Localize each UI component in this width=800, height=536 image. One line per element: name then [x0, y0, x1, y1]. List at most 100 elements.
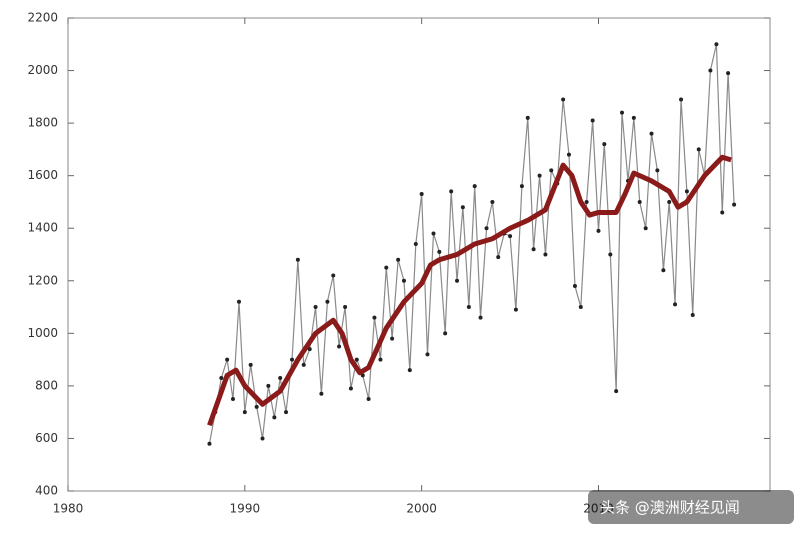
data-point [413, 241, 418, 246]
data-point [437, 249, 442, 254]
data-point [643, 226, 648, 231]
data-point [290, 357, 295, 362]
data-point [260, 436, 265, 441]
data-point [378, 357, 383, 362]
data-point [637, 199, 642, 204]
data-point [572, 284, 577, 289]
data-point [614, 389, 619, 394]
plot-frame [67, 17, 771, 492]
data-point [396, 257, 401, 262]
y-tick-label: 600 [35, 431, 58, 445]
data-point [508, 234, 513, 239]
data-point [242, 410, 247, 415]
data-point [207, 441, 212, 446]
data-point [425, 352, 430, 357]
data-point [343, 305, 348, 310]
data-point [543, 252, 548, 257]
data-point [284, 410, 289, 415]
data-point [254, 404, 259, 409]
data-point [325, 299, 330, 304]
y-tick-label: 1400 [27, 221, 58, 235]
watermark: 头条 @澳洲财经见闻 [600, 499, 740, 517]
data-point [661, 268, 666, 273]
data-point [348, 386, 353, 391]
data-point [313, 305, 318, 310]
data-point [714, 42, 719, 47]
data-point [449, 189, 454, 194]
data-point [354, 357, 359, 362]
data-point [266, 383, 271, 388]
data-point [684, 189, 689, 194]
x-tick-label: 1990 [230, 502, 261, 516]
data-point [390, 336, 395, 341]
data-point [578, 305, 583, 310]
data-point [513, 307, 518, 312]
data-point [236, 299, 241, 304]
data-point [732, 202, 737, 207]
data-point [443, 331, 448, 336]
data-point [519, 184, 524, 189]
data-point [525, 115, 530, 120]
data-point [496, 255, 501, 260]
x-tick-label: 2010 [583, 502, 614, 516]
data-point [584, 199, 589, 204]
data-point [696, 147, 701, 152]
data-point [720, 210, 725, 215]
data-point [596, 228, 601, 233]
data-point [295, 257, 300, 262]
y-tick-label: 800 [35, 378, 58, 392]
data-point [679, 97, 684, 102]
trend-line [207, 154, 732, 427]
data-point [561, 97, 566, 102]
watermark-bg [588, 490, 794, 524]
data-point [667, 199, 672, 204]
x-tick-label: 2000 [406, 502, 437, 516]
data-point [401, 278, 406, 283]
data-point [531, 247, 536, 252]
data-point [307, 347, 312, 352]
data-point [419, 192, 424, 197]
data-point [372, 315, 377, 320]
data-point [619, 110, 624, 115]
data-point [219, 376, 224, 381]
data-point [708, 68, 713, 73]
data-point [407, 368, 412, 373]
data-point [608, 252, 613, 257]
data-point [566, 152, 571, 157]
data-point [278, 376, 283, 381]
data-point [319, 391, 324, 396]
data-point [690, 312, 695, 317]
data-point [490, 199, 495, 204]
data-point [649, 131, 654, 136]
watermark-group: 头条 @澳洲财经见闻 [588, 490, 794, 524]
data-point [337, 344, 342, 349]
data-point [726, 71, 731, 76]
data-point [549, 168, 554, 173]
y-tick-label: 2200 [27, 11, 58, 25]
y-tick-label: 1000 [27, 326, 58, 340]
x-tick-label: 1980 [53, 502, 84, 516]
data-point [484, 226, 489, 231]
data-point [472, 184, 477, 189]
data-point [590, 118, 595, 123]
data-point [466, 305, 471, 310]
y-tick-label: 1200 [27, 273, 58, 287]
data-point [478, 315, 483, 320]
y-tick-label: 1600 [27, 168, 58, 182]
data-point [455, 278, 460, 283]
data-point [272, 415, 277, 420]
data-point [248, 362, 253, 367]
data-point [431, 231, 436, 236]
data-point [602, 142, 607, 147]
data-point [673, 302, 678, 307]
y-tick-label: 1800 [27, 116, 58, 130]
data-point [631, 115, 636, 120]
data-point [230, 397, 235, 402]
data-point [366, 397, 371, 402]
y-tick-label: 400 [35, 484, 58, 498]
data-point [384, 265, 389, 270]
data-point [225, 357, 230, 362]
data-point [331, 273, 336, 278]
data-point [537, 173, 542, 178]
